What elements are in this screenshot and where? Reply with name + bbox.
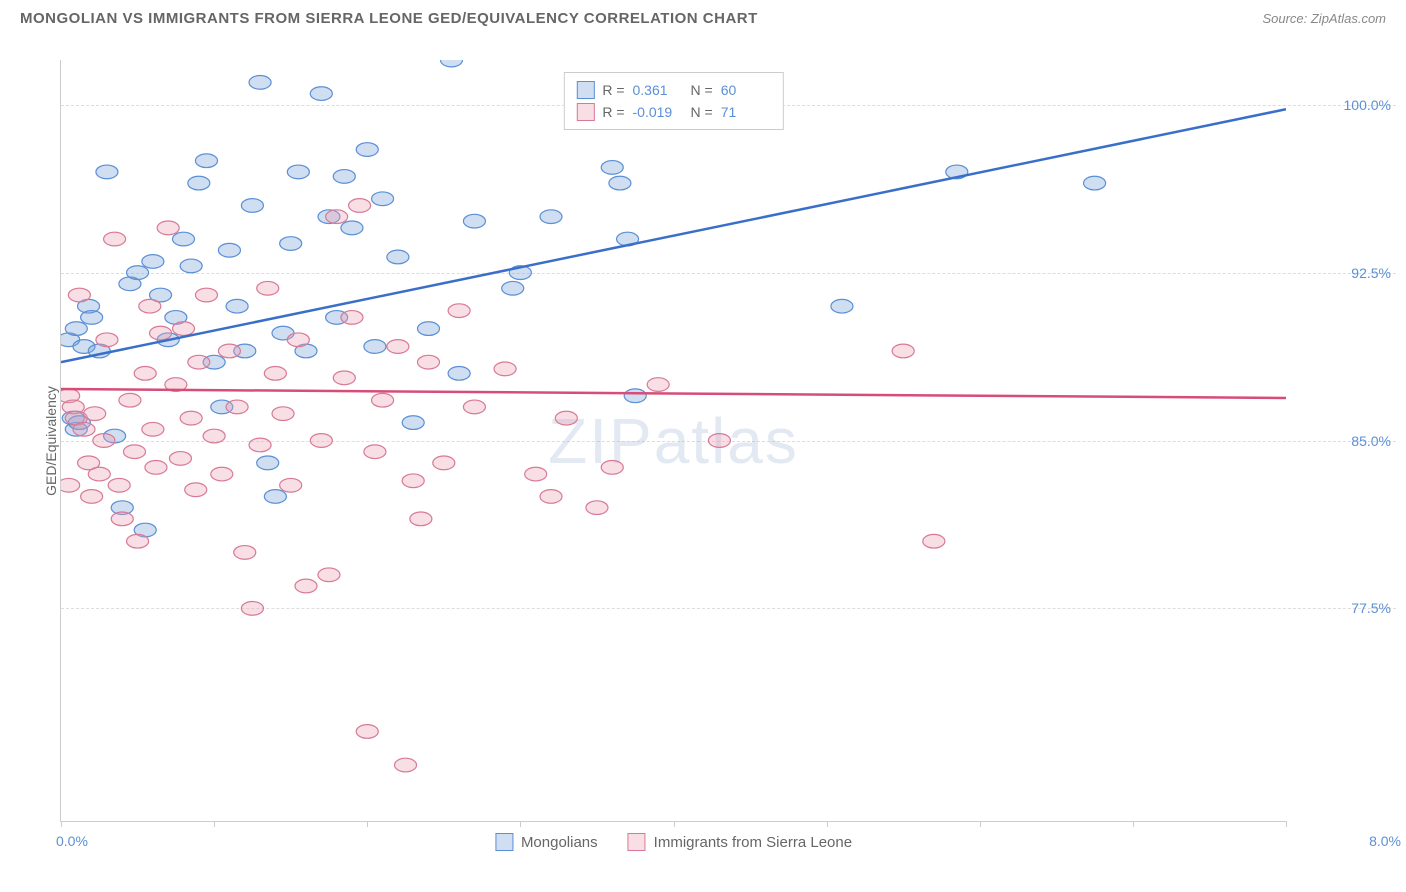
x-tick <box>827 821 828 827</box>
legend-r-value: 0.361 <box>633 82 683 98</box>
x-range-start: 0.0% <box>56 833 88 849</box>
legend-series-item: Immigrants from Sierra Leone <box>628 833 852 851</box>
legend-swatch <box>576 103 594 121</box>
legend-series-label: Immigrants from Sierra Leone <box>654 834 852 851</box>
legend-series: Mongolians Immigrants from Sierra Leone <box>495 833 852 851</box>
x-tick <box>61 821 62 827</box>
legend-n-label: N = <box>691 104 713 120</box>
legend-r-value: -0.019 <box>633 104 683 120</box>
legend-r-label: R = <box>602 82 624 98</box>
y-tick-label: 77.5% <box>1291 600 1391 616</box>
y-tick-label: 85.0% <box>1291 433 1391 449</box>
x-tick <box>367 821 368 827</box>
chart-container: GED/Equivalency ZIPatlas R =0.361N =60R … <box>30 50 1396 862</box>
legend-swatch <box>576 81 594 99</box>
y-tick-label: 100.0% <box>1291 97 1391 113</box>
legend-correlation: R = 0.361 N = 60 R = -0.019 N = 71 <box>563 72 783 130</box>
x-tick <box>674 821 675 827</box>
legend-swatch <box>495 833 513 851</box>
legend-series-label: Mongolians <box>521 834 598 851</box>
legend-swatch <box>628 833 646 851</box>
x-range-end: 8.0% <box>1369 833 1401 849</box>
chart-title: MONGOLIAN VS IMMIGRANTS FROM SIERRA LEON… <box>20 10 758 27</box>
legend-n-value: 71 <box>721 104 771 120</box>
legend-row: R = -0.019 N = 71 <box>576 101 770 123</box>
x-tick <box>1133 821 1134 827</box>
legend-r-label: R = <box>602 104 624 120</box>
plot-area: GED/Equivalency ZIPatlas R =0.361N =60R … <box>60 60 1286 822</box>
x-tick <box>1286 821 1287 827</box>
y-axis-label: GED/Equivalency <box>43 386 59 496</box>
scatter-svg <box>61 60 1286 821</box>
x-tick <box>520 821 521 827</box>
x-tick <box>980 821 981 827</box>
legend-row: R = 0.361 N = 60 <box>576 79 770 101</box>
legend-n-label: N = <box>691 82 713 98</box>
y-tick-label: 92.5% <box>1291 265 1391 281</box>
legend-n-value: 60 <box>721 82 771 98</box>
x-tick <box>214 821 215 827</box>
legend-series-item: Mongolians <box>495 833 598 851</box>
chart-source: Source: ZipAtlas.com <box>1262 11 1386 26</box>
chart-header: MONGOLIAN VS IMMIGRANTS FROM SIERRA LEON… <box>0 0 1406 32</box>
